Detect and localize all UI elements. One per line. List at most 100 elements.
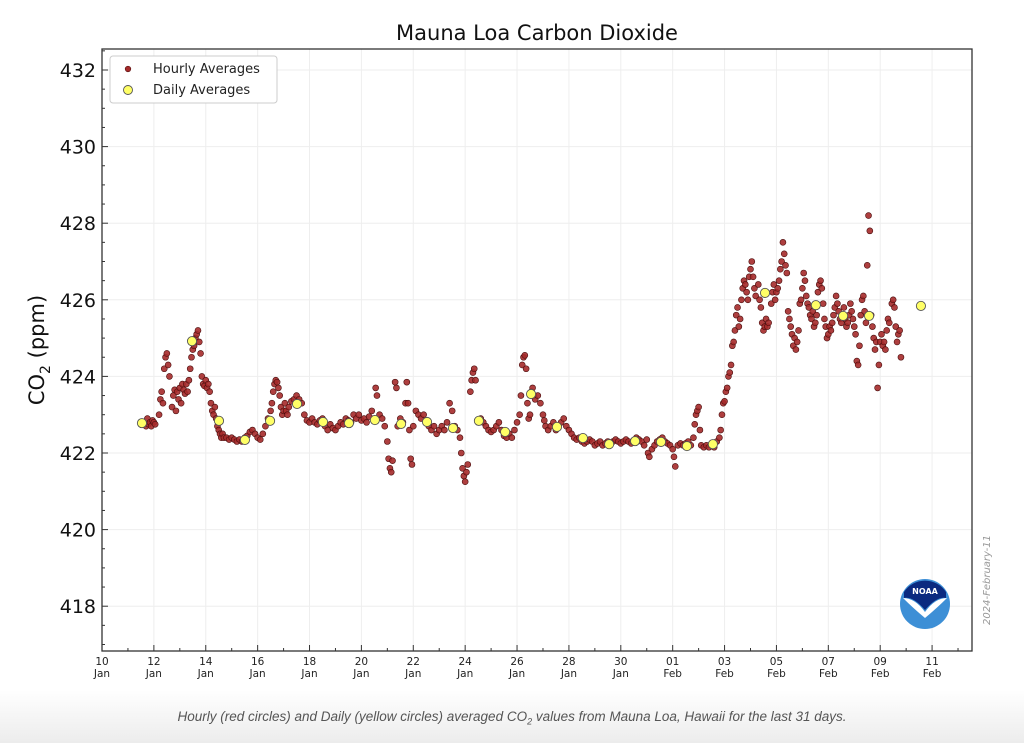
hourly-point	[752, 292, 759, 300]
hourly-point	[159, 399, 167, 407]
date-stamp: 2024-February-11	[982, 535, 993, 625]
daily-points	[136, 287, 926, 452]
hourly-point	[802, 292, 810, 300]
hourly-point	[889, 296, 897, 304]
daily-point	[810, 300, 821, 311]
hourly-point	[856, 342, 863, 350]
hourly-point	[767, 300, 775, 307]
hourly-point	[185, 376, 193, 384]
hourly-point	[849, 315, 857, 323]
hourly-point	[801, 277, 809, 284]
x-tick-label-month: Feb	[819, 668, 838, 680]
hourly-point	[403, 378, 411, 386]
hourly-point	[456, 434, 464, 441]
legend-daily-label: Daily Averages	[153, 83, 250, 98]
hourly-point	[850, 323, 858, 330]
hourly-point	[717, 426, 724, 434]
hourly-point	[787, 323, 795, 330]
hourly-point	[860, 292, 867, 300]
x-tick-label-day: 12	[147, 656, 160, 668]
legend-hourly-label: Hourly Averages	[153, 62, 260, 77]
daily-point	[292, 398, 303, 410]
hourly-point	[646, 453, 653, 461]
x-tick-label-day: 18	[303, 656, 316, 668]
hourly-point	[695, 403, 702, 411]
hourly-point	[363, 419, 370, 426]
hourly-point	[151, 420, 159, 428]
x-tick-label-month: Jan	[300, 668, 317, 680]
hourly-point	[188, 353, 195, 361]
hourly-point	[372, 384, 379, 392]
chart-caption: Hourly (red circles) and Daily (yellow c…	[0, 709, 1024, 727]
legend-daily-marker	[123, 85, 133, 95]
co2-chart: Mauna Loa Carbon Dioxide 418 420 422 424 426…	[25, 21, 993, 680]
hourly-point	[378, 415, 386, 422]
hourly-point	[267, 407, 274, 415]
hourly-point	[155, 411, 163, 419]
hourly-point	[731, 327, 739, 334]
hourly-point	[163, 350, 171, 357]
daily-point	[863, 310, 875, 321]
hourly-point	[409, 422, 417, 430]
chart-title: Mauna Loa Carbon Dioxide	[396, 21, 678, 45]
hourly-point	[793, 338, 801, 346]
hourly-point	[643, 436, 651, 443]
hourly-point	[172, 407, 180, 415]
hourly-point	[441, 426, 448, 434]
hourly-point	[381, 422, 389, 430]
hourly-point	[784, 307, 792, 315]
daily-point	[551, 421, 563, 433]
hourly-point	[818, 285, 826, 292]
hourly-point	[393, 384, 400, 392]
y-tick-label: 432	[60, 60, 96, 82]
hourly-point	[754, 281, 762, 288]
daily-point	[447, 423, 459, 434]
daily-point	[604, 439, 615, 450]
hourly-point	[734, 304, 741, 311]
hourly-point	[448, 407, 456, 415]
x-tick-label-day: 11	[925, 656, 938, 668]
hourly-point	[526, 411, 534, 419]
x-tick-label-month: Jan	[93, 668, 110, 680]
y-axis-label-main: CO	[25, 374, 49, 405]
hourly-point	[844, 319, 852, 327]
hourly-point	[891, 304, 898, 311]
hourly-point	[774, 285, 782, 292]
daily-point	[239, 434, 250, 446]
hourly-point	[730, 338, 737, 346]
hourly-point	[420, 411, 427, 419]
hourly-point	[391, 378, 399, 386]
page-footer-background	[0, 690, 1024, 743]
hourly-point	[723, 384, 731, 392]
x-tick-label-day: 24	[458, 656, 472, 668]
hourly-point	[387, 468, 395, 476]
hourly-point	[871, 346, 879, 353]
hourly-point	[848, 307, 855, 315]
hourly-point	[195, 338, 203, 346]
x-tick-label-day: 07	[822, 656, 835, 668]
hourly-point	[883, 327, 890, 334]
hourly-point	[430, 422, 438, 430]
y-tick-label: 422	[60, 443, 96, 465]
hourly-point	[757, 304, 765, 311]
daily-point	[473, 415, 484, 426]
hourly-point	[727, 361, 735, 369]
hourly-point	[284, 411, 291, 419]
hourly-point	[797, 296, 805, 304]
hourly-point	[866, 227, 874, 235]
daily-point	[136, 418, 147, 429]
hourly-point	[281, 399, 289, 407]
hourly-point	[269, 388, 277, 396]
daily-point	[759, 287, 771, 298]
x-tick-label-month: Jan	[352, 668, 369, 680]
y-axis-label-subscript: 2	[38, 365, 54, 374]
hourly-points	[140, 212, 905, 486]
hourly-point	[814, 288, 822, 296]
hourly-point	[743, 288, 750, 296]
hourly-point	[177, 399, 185, 407]
daily-point	[421, 416, 433, 428]
hourly-point	[852, 330, 859, 338]
hourly-point	[892, 323, 900, 330]
hourly-point	[821, 315, 828, 323]
hourly-point	[863, 262, 871, 269]
